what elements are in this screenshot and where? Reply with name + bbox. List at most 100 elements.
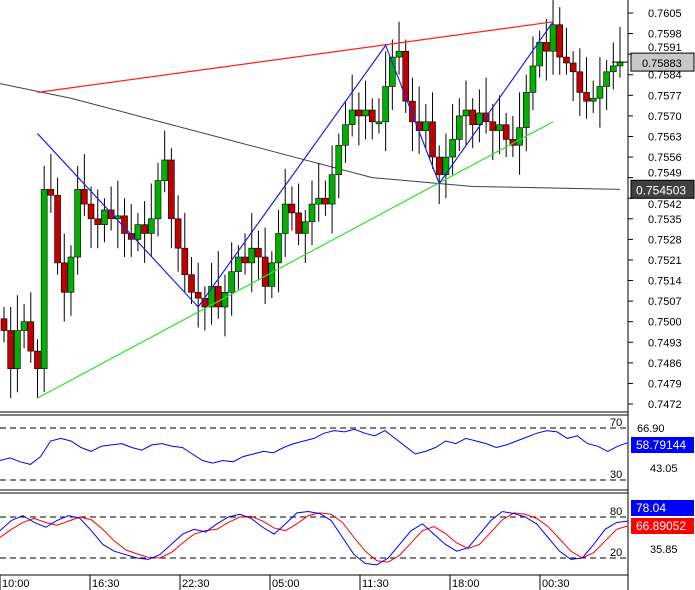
candle-body	[409, 100, 416, 123]
candle-body	[348, 109, 356, 126]
moving-average-line	[0, 83, 621, 190]
current-price-label: 0.75883	[642, 58, 682, 70]
candle-body	[288, 203, 296, 214]
blue-zigzag-pattern	[37, 21, 554, 308]
candle-body	[556, 24, 564, 58]
candle-body	[67, 256, 75, 293]
candle-body	[208, 286, 215, 308]
rsi-line	[0, 428, 629, 465]
candle-body	[315, 197, 322, 205]
green-support-trendline	[37, 121, 554, 399]
stoch-d-line	[0, 512, 629, 563]
price-tick-label: 0.7556	[648, 152, 682, 164]
price-tick-label: 0.7535	[648, 214, 682, 226]
candle-body	[529, 65, 537, 93]
candle-body	[402, 50, 410, 102]
candle-body	[201, 297, 209, 308]
time-tick-label: 00:30	[542, 578, 570, 590]
candle-body	[148, 218, 155, 234]
price-tick-label: 0.7570	[648, 111, 682, 123]
candle-body	[14, 330, 21, 370]
candle-body	[382, 86, 389, 123]
current-price-box	[630, 52, 695, 72]
rsi-level-label: 30	[610, 469, 622, 481]
stoch-right-label: 35.85	[650, 544, 678, 556]
price-tick-label: 0.7598	[648, 29, 682, 41]
price-tick-label: 0.7521	[648, 255, 682, 267]
stoch-level-label: 20	[610, 547, 622, 559]
candle-body	[489, 121, 497, 131]
candle-body	[174, 218, 182, 249]
candle-body	[54, 194, 61, 264]
candle-body	[188, 274, 195, 293]
stoch-k-line	[0, 511, 629, 566]
candle-body	[302, 221, 309, 234]
candle-body	[221, 291, 229, 308]
time-tick-label: 16:30	[92, 578, 120, 590]
candle-body	[429, 121, 436, 158]
rsi-level-label: 70	[610, 417, 622, 429]
candle-body	[328, 174, 336, 205]
rsi-current-label: 58.79144	[636, 438, 686, 452]
candle-body	[536, 42, 543, 67]
price-tick-label: 0.7479	[648, 378, 682, 390]
candle-body	[87, 203, 95, 220]
candle-body	[7, 330, 14, 370]
candle-body	[214, 286, 222, 308]
time-tick-label: 11:30	[362, 578, 389, 590]
candle-body	[101, 209, 108, 225]
candle-body	[275, 233, 282, 264]
stoch-k-label: 78.04	[636, 501, 666, 515]
stoch-k-box	[631, 500, 694, 516]
candle-body	[161, 159, 168, 181]
candle-body	[107, 209, 115, 220]
candle-body	[168, 159, 175, 220]
time-tick-label: 05:00	[272, 578, 300, 590]
price-tick-label: 0.7500	[648, 317, 682, 329]
price-tick-label: 0.7577	[648, 90, 682, 102]
candle-body	[610, 65, 617, 73]
candle-body	[496, 124, 503, 131]
candle-body	[261, 256, 269, 287]
candle-body	[543, 42, 550, 52]
rsi-right-label: 66.90	[637, 423, 665, 435]
price-tick-label: 0.7549	[648, 168, 682, 180]
candle-body	[27, 321, 35, 352]
candle-body	[322, 197, 329, 205]
candle-body	[449, 139, 456, 158]
rsi-current-box	[631, 437, 694, 453]
price-tick-label: 0.7528	[648, 234, 682, 246]
time-tick-label: 22:30	[182, 578, 210, 590]
candle-body	[342, 124, 349, 146]
ma-price-box	[630, 179, 695, 199]
rsi-right-label: 43.05	[650, 463, 678, 475]
candle-body	[248, 247, 256, 264]
candle-body	[435, 156, 443, 175]
candle-body	[583, 92, 590, 102]
stoch-d-label: 66.89052	[636, 519, 686, 533]
candle-body	[255, 247, 262, 258]
candle-body	[60, 262, 68, 293]
candle-body	[462, 109, 470, 117]
candle-body	[368, 109, 376, 123]
candle-body	[241, 256, 249, 264]
price-tick-label: 0.7563	[648, 131, 682, 143]
candle-body	[81, 189, 88, 205]
time-tick-label: 10:00	[2, 578, 30, 590]
candle-body	[375, 121, 383, 125]
candle-body	[335, 144, 343, 175]
candle-body	[476, 112, 483, 126]
candle-body	[502, 124, 510, 140]
candle-body	[603, 71, 610, 87]
candle-body	[563, 56, 570, 64]
stoch-level-label: 80	[610, 506, 622, 518]
candle-body	[47, 189, 55, 196]
candle-body	[522, 92, 530, 128]
candle-body	[569, 62, 577, 73]
candle-body	[20, 321, 28, 331]
price-tick-label: 0.7472	[648, 399, 682, 411]
candle-body	[456, 115, 463, 140]
candle-body	[395, 50, 403, 58]
price-tick-label: 0.7514	[648, 276, 682, 288]
